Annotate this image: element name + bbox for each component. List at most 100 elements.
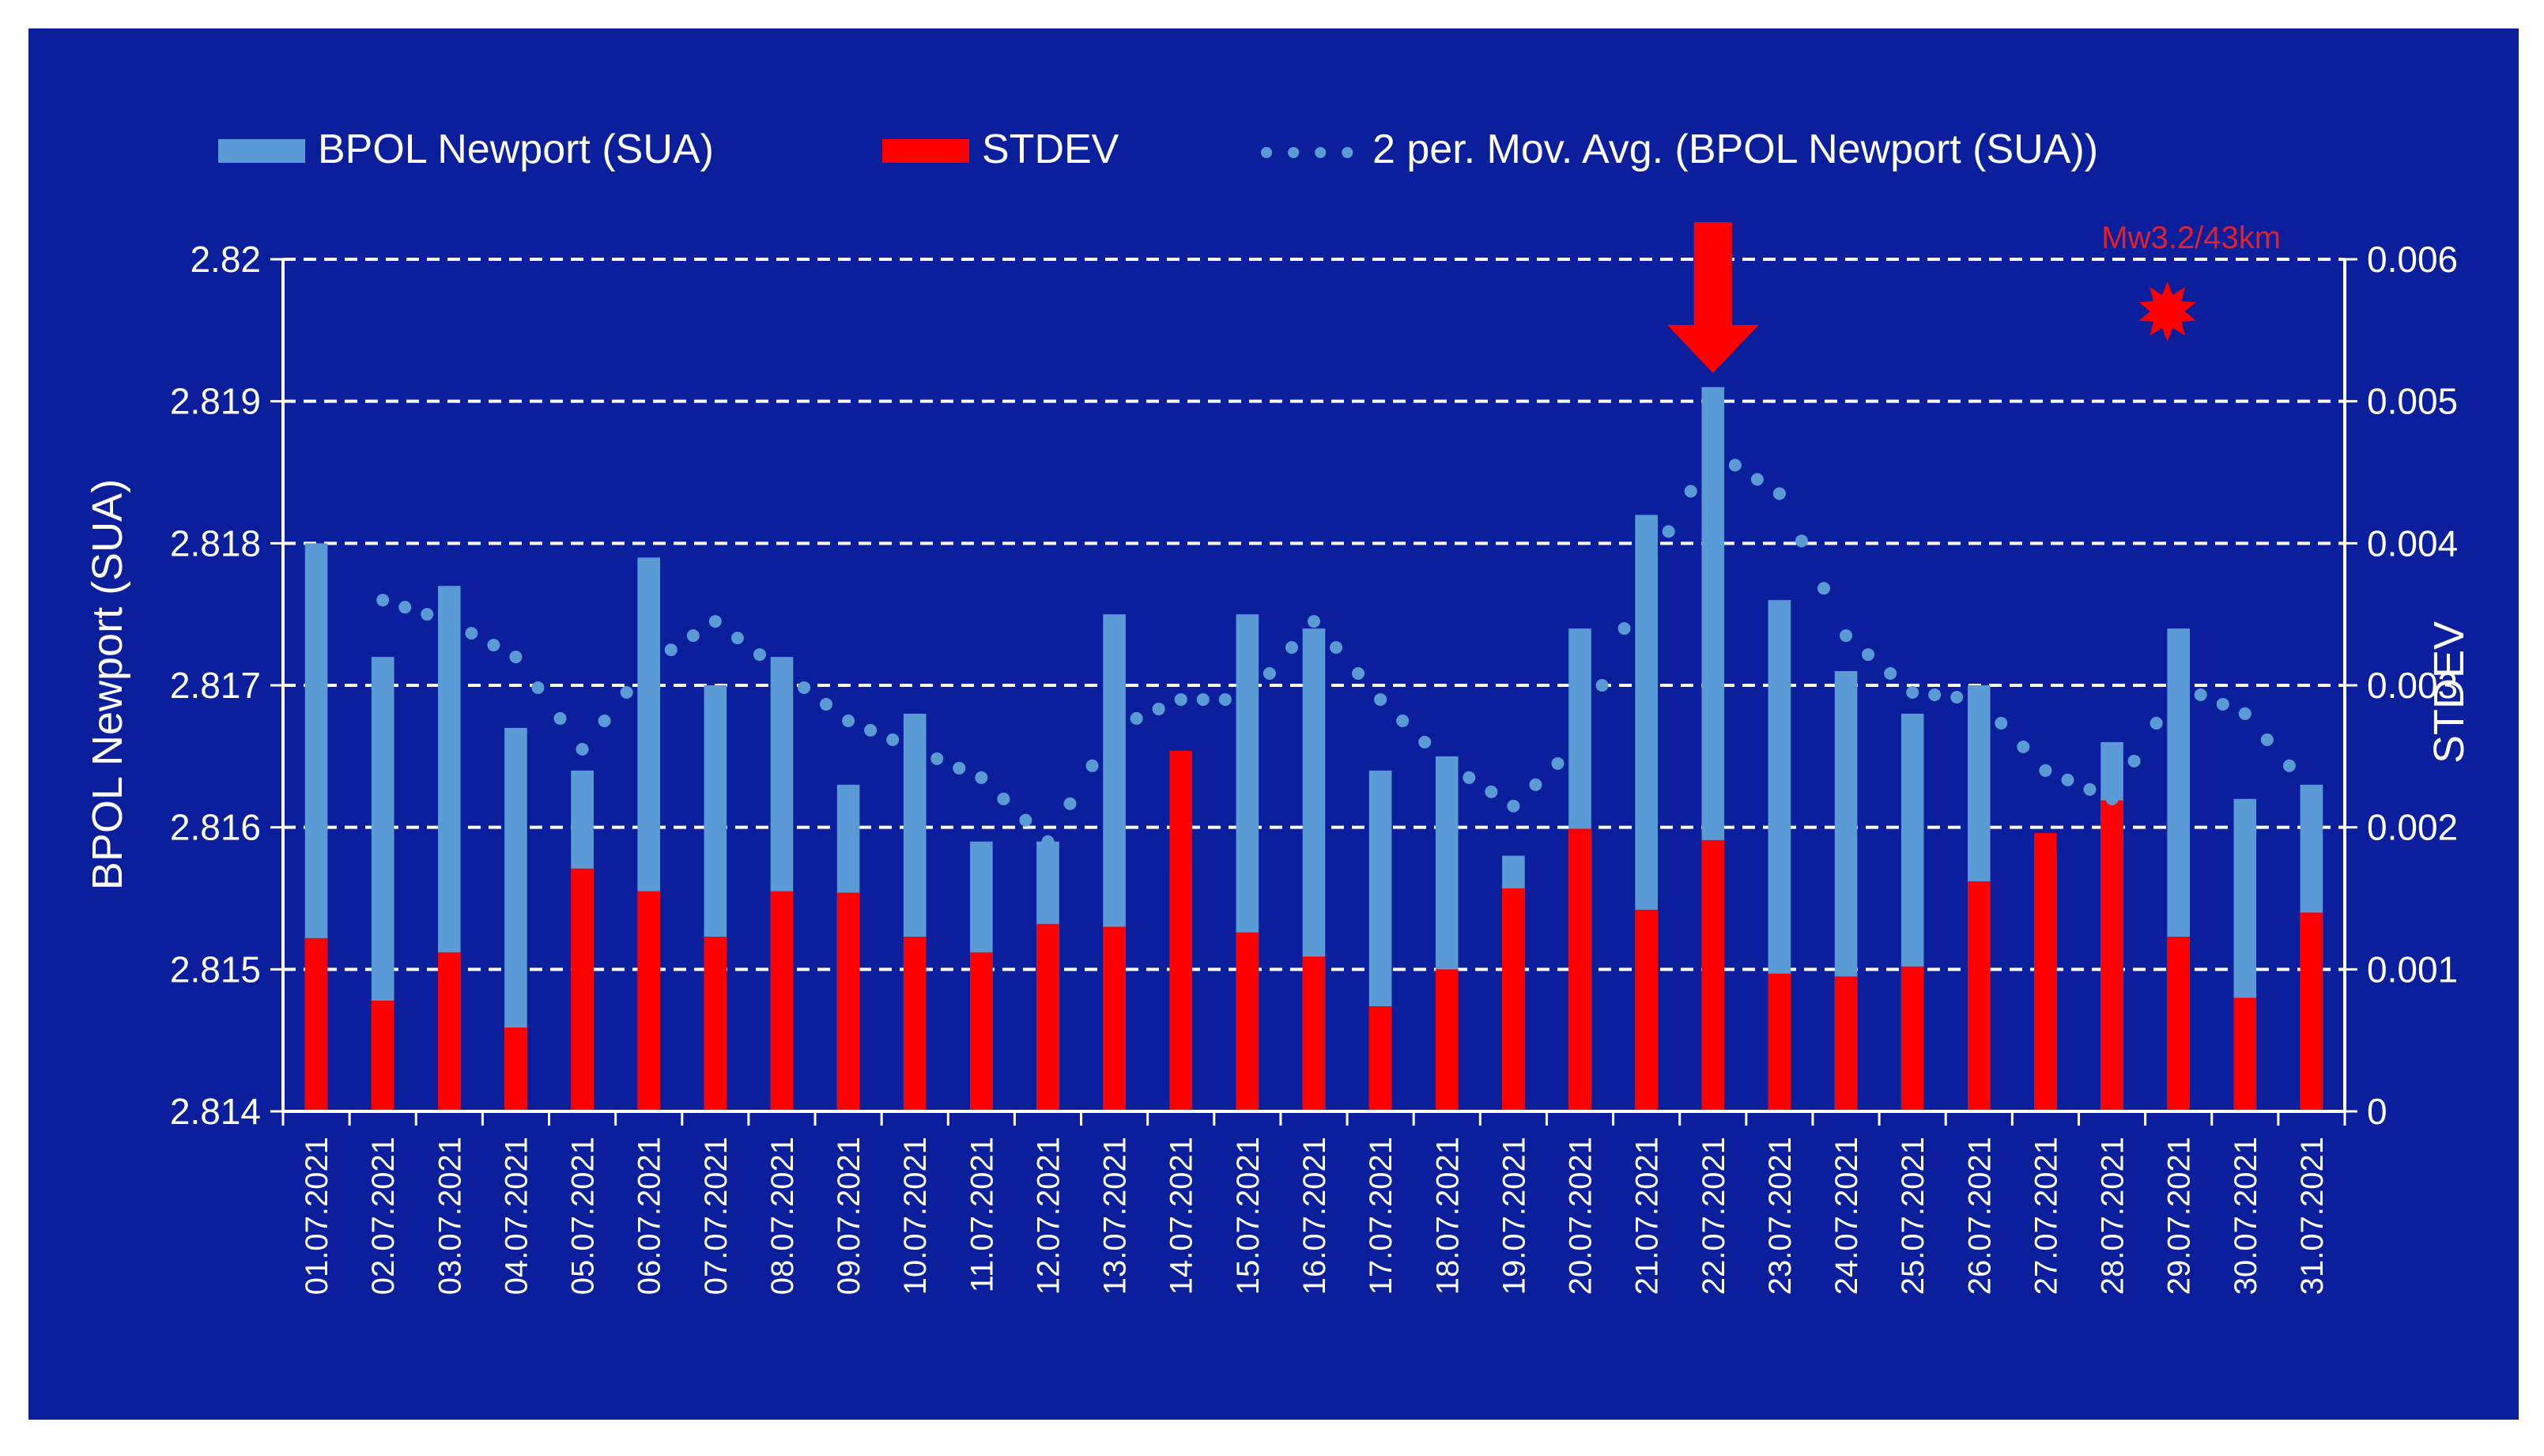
movavg-point bbox=[953, 761, 966, 775]
movavg-point bbox=[1152, 702, 1165, 715]
movavg-point bbox=[1817, 582, 1830, 595]
bar-stdev bbox=[1768, 973, 1791, 1111]
movavg-point bbox=[2216, 697, 2229, 711]
movavg-point bbox=[1019, 813, 1032, 827]
movavg-point bbox=[2194, 688, 2207, 701]
bar-stdev bbox=[637, 891, 661, 1111]
bar-stdev bbox=[1103, 926, 1126, 1111]
movavg-point bbox=[820, 697, 833, 711]
movavg-point bbox=[1374, 692, 1387, 706]
movavg-point bbox=[997, 792, 1010, 805]
movavg-point bbox=[1950, 690, 1964, 703]
movavg-point bbox=[1529, 778, 1542, 791]
movavg-point bbox=[1263, 667, 1276, 681]
bar-stdev bbox=[2034, 832, 2057, 1111]
movavg-point bbox=[908, 742, 922, 756]
y-tick-label-right: 0.005 bbox=[2367, 381, 2458, 422]
bar-stdev bbox=[903, 937, 927, 1111]
x-tick-label: 10.07.2021 bbox=[898, 1137, 933, 1295]
x-tick-label: 17.07.2021 bbox=[1364, 1137, 1398, 1295]
movavg-point bbox=[1662, 525, 1675, 538]
legend: BPOL Newport (SUA) STDEV 2 per. Mov. Avg… bbox=[218, 126, 2098, 172]
bar-stdev bbox=[704, 937, 727, 1111]
movavg-point bbox=[1551, 756, 1565, 770]
movavg-point bbox=[2105, 792, 2119, 805]
movavg-point bbox=[664, 643, 678, 657]
movavg-point bbox=[1463, 771, 1476, 784]
annotations: Mw3.2/43km bbox=[1666, 221, 2281, 373]
y-tick-label-right: 0 bbox=[2367, 1091, 2387, 1132]
movavg-point bbox=[842, 714, 855, 727]
x-tick-label: 04.07.2021 bbox=[499, 1137, 534, 1295]
movavg-point bbox=[753, 648, 766, 662]
movavg-point bbox=[620, 685, 633, 699]
x-tick-label: 23.07.2021 bbox=[1763, 1137, 1798, 1295]
movavg-point bbox=[553, 711, 567, 725]
legend-label-movavg: 2 per. Mov. Avg. (BPOL Newport (SUA)) bbox=[1372, 126, 2098, 172]
x-tick-label: 13.07.2021 bbox=[1098, 1137, 1133, 1295]
movavg-point bbox=[1285, 641, 1298, 654]
x-tick-label: 20.07.2021 bbox=[1564, 1137, 1598, 1295]
movavg-point bbox=[886, 733, 900, 746]
movavg-point bbox=[708, 615, 722, 628]
x-tick-label: 19.07.2021 bbox=[1497, 1137, 1531, 1295]
legend-label-stdev: STDEV bbox=[982, 126, 1119, 172]
bar-stdev bbox=[2167, 937, 2190, 1111]
movavg-point bbox=[531, 681, 545, 694]
y-tick-label-right: 0.001 bbox=[2367, 949, 2458, 990]
bar-stdev bbox=[1169, 750, 1193, 1111]
movavg-point bbox=[1418, 735, 1432, 749]
movavg-point bbox=[864, 723, 878, 737]
movavg-point bbox=[1240, 692, 1254, 706]
bar-stdev bbox=[1967, 881, 1991, 1111]
x-tick-label: 25.07.2021 bbox=[1896, 1137, 1931, 1295]
x-tick-label: 18.07.2021 bbox=[1430, 1137, 1465, 1295]
movavg-point bbox=[1617, 622, 1631, 636]
moving-average-line bbox=[376, 444, 2318, 848]
movavg-point bbox=[398, 601, 412, 614]
movavg-point bbox=[2172, 679, 2185, 692]
movavg-point bbox=[775, 665, 788, 678]
movavg-point bbox=[1862, 648, 1875, 662]
movavg-point bbox=[1440, 756, 1454, 770]
x-tick-label: 16.07.2021 bbox=[1297, 1137, 1332, 1295]
movavg-point bbox=[1750, 473, 1764, 486]
x-tick-label: 28.07.2021 bbox=[2096, 1137, 2131, 1295]
bar-stdev bbox=[2233, 998, 2257, 1111]
y-tick-label-left: 2.818 bbox=[170, 522, 261, 564]
earthquake-star-icon bbox=[2138, 281, 2196, 341]
movavg-point bbox=[465, 627, 478, 640]
movavg-point bbox=[1640, 565, 1653, 579]
bar-stdev bbox=[1368, 1006, 1392, 1111]
movavg-point bbox=[1396, 714, 1410, 727]
y-tick-label-right: 0.003 bbox=[2367, 665, 2458, 706]
movavg-point bbox=[1928, 688, 1942, 701]
bar-stdev bbox=[1568, 828, 1591, 1111]
movavg-point bbox=[1884, 667, 1897, 681]
y-tick-label-right: 0.006 bbox=[2367, 239, 2458, 280]
movavg-point bbox=[1795, 534, 1808, 548]
movavg-point bbox=[930, 752, 944, 765]
x-tick-label: 07.07.2021 bbox=[699, 1137, 734, 1295]
x-axis-ticks: 01.07.2021 02.07.2021 03.07.2021 04.07.2021… bbox=[300, 1137, 2330, 1295]
movavg-point bbox=[1218, 692, 1232, 706]
movavg-point bbox=[1330, 641, 1343, 654]
movavg-point bbox=[1174, 692, 1187, 706]
y-tick-label-left: 2.815 bbox=[170, 949, 261, 990]
x-tick-label: 27.07.2021 bbox=[2029, 1137, 2063, 1295]
y-tick-label-left: 2.814 bbox=[170, 1091, 261, 1132]
movavg-point bbox=[509, 651, 523, 664]
y-tick-label-left: 2.817 bbox=[170, 665, 261, 706]
movavg-point bbox=[686, 629, 700, 643]
earthquake-label: Mw3.2/43km bbox=[2101, 221, 2281, 255]
y-axis-right-ticks: 0 0.001 0.002 0.003 0.004 0.005 0.006 bbox=[2345, 239, 2458, 1132]
x-tick-label: 31.07.2021 bbox=[2295, 1137, 2330, 1295]
x-tick-label: 14.07.2021 bbox=[1164, 1137, 1199, 1295]
movavg-point bbox=[1108, 721, 1121, 734]
y-tick-label-left: 2.82 bbox=[190, 239, 261, 280]
legend-swatch-stdev bbox=[882, 139, 969, 163]
movavg-point bbox=[1995, 716, 2008, 730]
movavg-point bbox=[1485, 785, 1498, 798]
bar-stdev bbox=[836, 892, 860, 1111]
movavg-point bbox=[2039, 764, 2052, 777]
